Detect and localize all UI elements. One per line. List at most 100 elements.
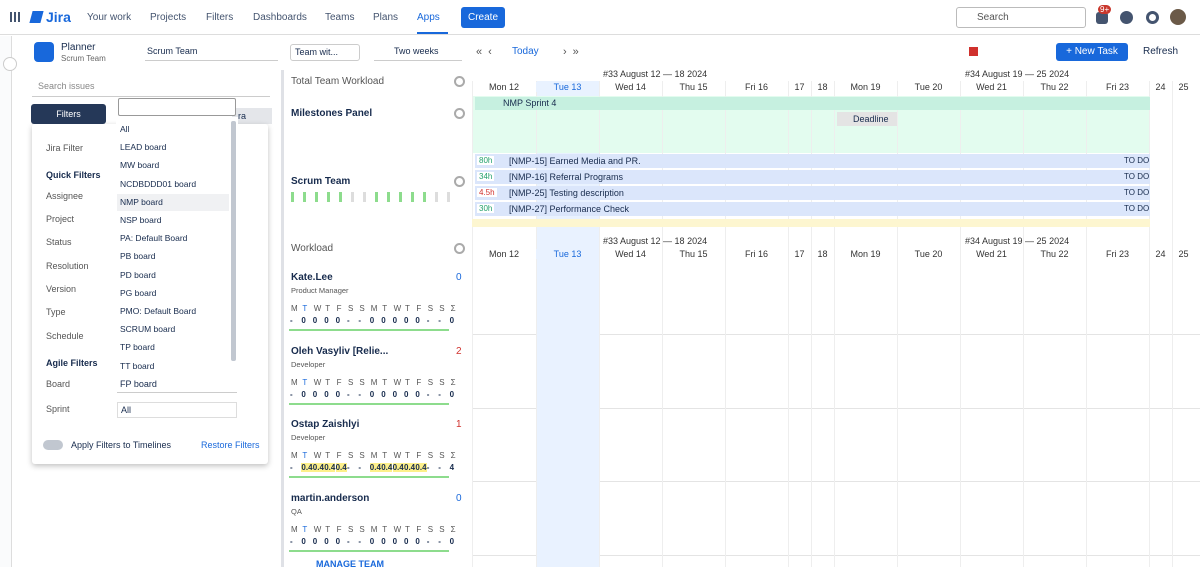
task-title: [NMP-27] Performance Check — [509, 204, 630, 214]
toggle[interactable] — [43, 440, 63, 450]
panel-settings[interactable] — [454, 243, 465, 254]
weekday: T — [382, 451, 388, 460]
day-label: Wed 21 — [976, 249, 1007, 259]
filter-label: Jira Filter — [46, 143, 84, 153]
capacity-bar — [363, 192, 366, 202]
dropdown-option[interactable]: LEAD board — [120, 142, 167, 153]
dropdown-option[interactable]: PG board — [120, 287, 157, 298]
workload-value: - — [426, 463, 430, 472]
dropdown-option[interactable]: All — [120, 124, 130, 134]
panel-settings[interactable] — [454, 108, 465, 119]
nav-item[interactable]: Teams — [325, 12, 355, 23]
panel-settings[interactable] — [454, 76, 465, 87]
dropdown-option[interactable]: SCRUM board — [120, 324, 176, 335]
dropdown-input[interactable] — [118, 98, 236, 116]
workload-value: 0 — [324, 537, 329, 546]
workload-value: - — [426, 316, 430, 325]
nav-item[interactable]: Your work — [87, 12, 132, 23]
task-bar[interactable] — [475, 170, 1150, 184]
settings[interactable] — [1146, 11, 1159, 24]
avatar[interactable] — [1170, 9, 1186, 25]
weekday: S — [348, 304, 354, 313]
milestone[interactable]: Deadline — [837, 112, 897, 126]
workload-value: - — [290, 463, 293, 472]
view-select[interactable]: Team wit... — [290, 44, 360, 61]
board-select[interactable]: FP board — [117, 377, 237, 393]
restore-filters[interactable]: Restore Filters — [201, 440, 260, 450]
nav-item[interactable]: Filters — [206, 12, 234, 23]
dropdown-option[interactable]: MW board — [120, 160, 160, 171]
workload-value: - — [290, 390, 293, 399]
panel-settings[interactable] — [454, 176, 465, 187]
day-label: Wed 21 — [976, 82, 1007, 92]
refresh-button[interactable]: Refresh — [1143, 46, 1179, 57]
workload-value: 0.4 — [324, 463, 336, 472]
today-button[interactable]: Today — [512, 46, 539, 57]
dropdown-option[interactable]: PMO: Default Board — [120, 306, 197, 316]
filters-button[interactable]: Filters — [31, 104, 106, 124]
sprint-bar — [475, 97, 1150, 110]
weekday: M — [291, 525, 298, 534]
dropdown-option[interactable]: NCDBDDD01 board — [120, 178, 197, 189]
workload-value: 0 — [415, 316, 420, 325]
task-count: 2 — [456, 346, 462, 357]
weekday: F — [416, 304, 422, 313]
dropdown-option[interactable]: TT board — [120, 360, 155, 371]
weekday: M — [370, 304, 378, 313]
app-switcher — [10, 12, 20, 22]
weekday: T — [405, 451, 410, 460]
sprint-name[interactable]: NMP Sprint 4 — [503, 98, 557, 108]
manage-team[interactable]: MANAGE TEAM — [316, 559, 384, 567]
nav-item[interactable]: Dashboards — [253, 12, 307, 23]
task-bar[interactable] — [475, 202, 1150, 216]
workload-value: - — [347, 463, 350, 472]
dropdown-option[interactable]: PB board — [120, 251, 156, 262]
task-bar[interactable] — [475, 186, 1150, 200]
workload-value: - — [358, 463, 362, 472]
capacity-bar — [387, 192, 390, 202]
create-button[interactable]: Create — [461, 7, 505, 28]
help[interactable] — [1120, 11, 1133, 24]
workload-value: 0 — [312, 316, 318, 325]
deadline-flag[interactable] — [969, 47, 978, 56]
workload-value: - — [438, 390, 441, 399]
task-title: [NMP-16] Referral Programs — [509, 172, 624, 182]
workload-value: 0.4 — [369, 463, 381, 472]
weekday: W — [393, 304, 402, 313]
notifications[interactable] — [1096, 12, 1108, 24]
dropdown-option[interactable]: PA: Default Board — [120, 233, 188, 244]
dropdown-option[interactable]: TP board — [120, 342, 155, 353]
nav-item[interactable]: Projects — [150, 12, 187, 23]
dropdown-option[interactable]: NSP board — [120, 215, 162, 225]
day-gridline — [599, 81, 600, 567]
workload-value: 0 — [312, 537, 318, 546]
nav-bar — [0, 0, 1200, 35]
new-task-button[interactable]: + New Task — [1056, 43, 1128, 61]
nav-item[interactable]: Apps — [417, 12, 440, 23]
sidebar-toggle[interactable] — [3, 57, 17, 71]
task-title: [NMP-15] Earned Media and PR. — [509, 156, 641, 166]
weekday: W — [313, 525, 322, 534]
weekday: T — [302, 378, 308, 387]
team-select[interactable]: Scrum Team — [145, 44, 278, 61]
dropdown-option[interactable]: NMP board — [117, 193, 229, 211]
workload-value: 0 — [369, 537, 375, 546]
issue-search[interactable]: Search issues — [32, 77, 270, 97]
filter-label: Resolution — [46, 261, 89, 271]
weekday: T — [382, 378, 388, 387]
task-bar[interactable] — [475, 154, 1150, 168]
dropdown-option[interactable]: PD board — [120, 269, 156, 280]
period-select[interactable]: Two weeks — [374, 44, 462, 61]
day-label: Tue 20 — [914, 249, 943, 259]
day-gridline — [662, 81, 663, 567]
workload-value: 0.4 — [404, 463, 416, 472]
day-label: Wed 14 — [615, 249, 646, 259]
weekday: M — [370, 525, 378, 534]
sprint-select[interactable]: All — [117, 402, 237, 418]
workload-value: 0.4 — [301, 463, 313, 472]
search-box[interactable]: Search — [956, 7, 1086, 28]
toggle-label: Apply Filters to Timelines — [71, 440, 172, 450]
logo[interactable]: Jira — [46, 9, 71, 25]
nav-item[interactable]: Plans — [373, 12, 399, 23]
